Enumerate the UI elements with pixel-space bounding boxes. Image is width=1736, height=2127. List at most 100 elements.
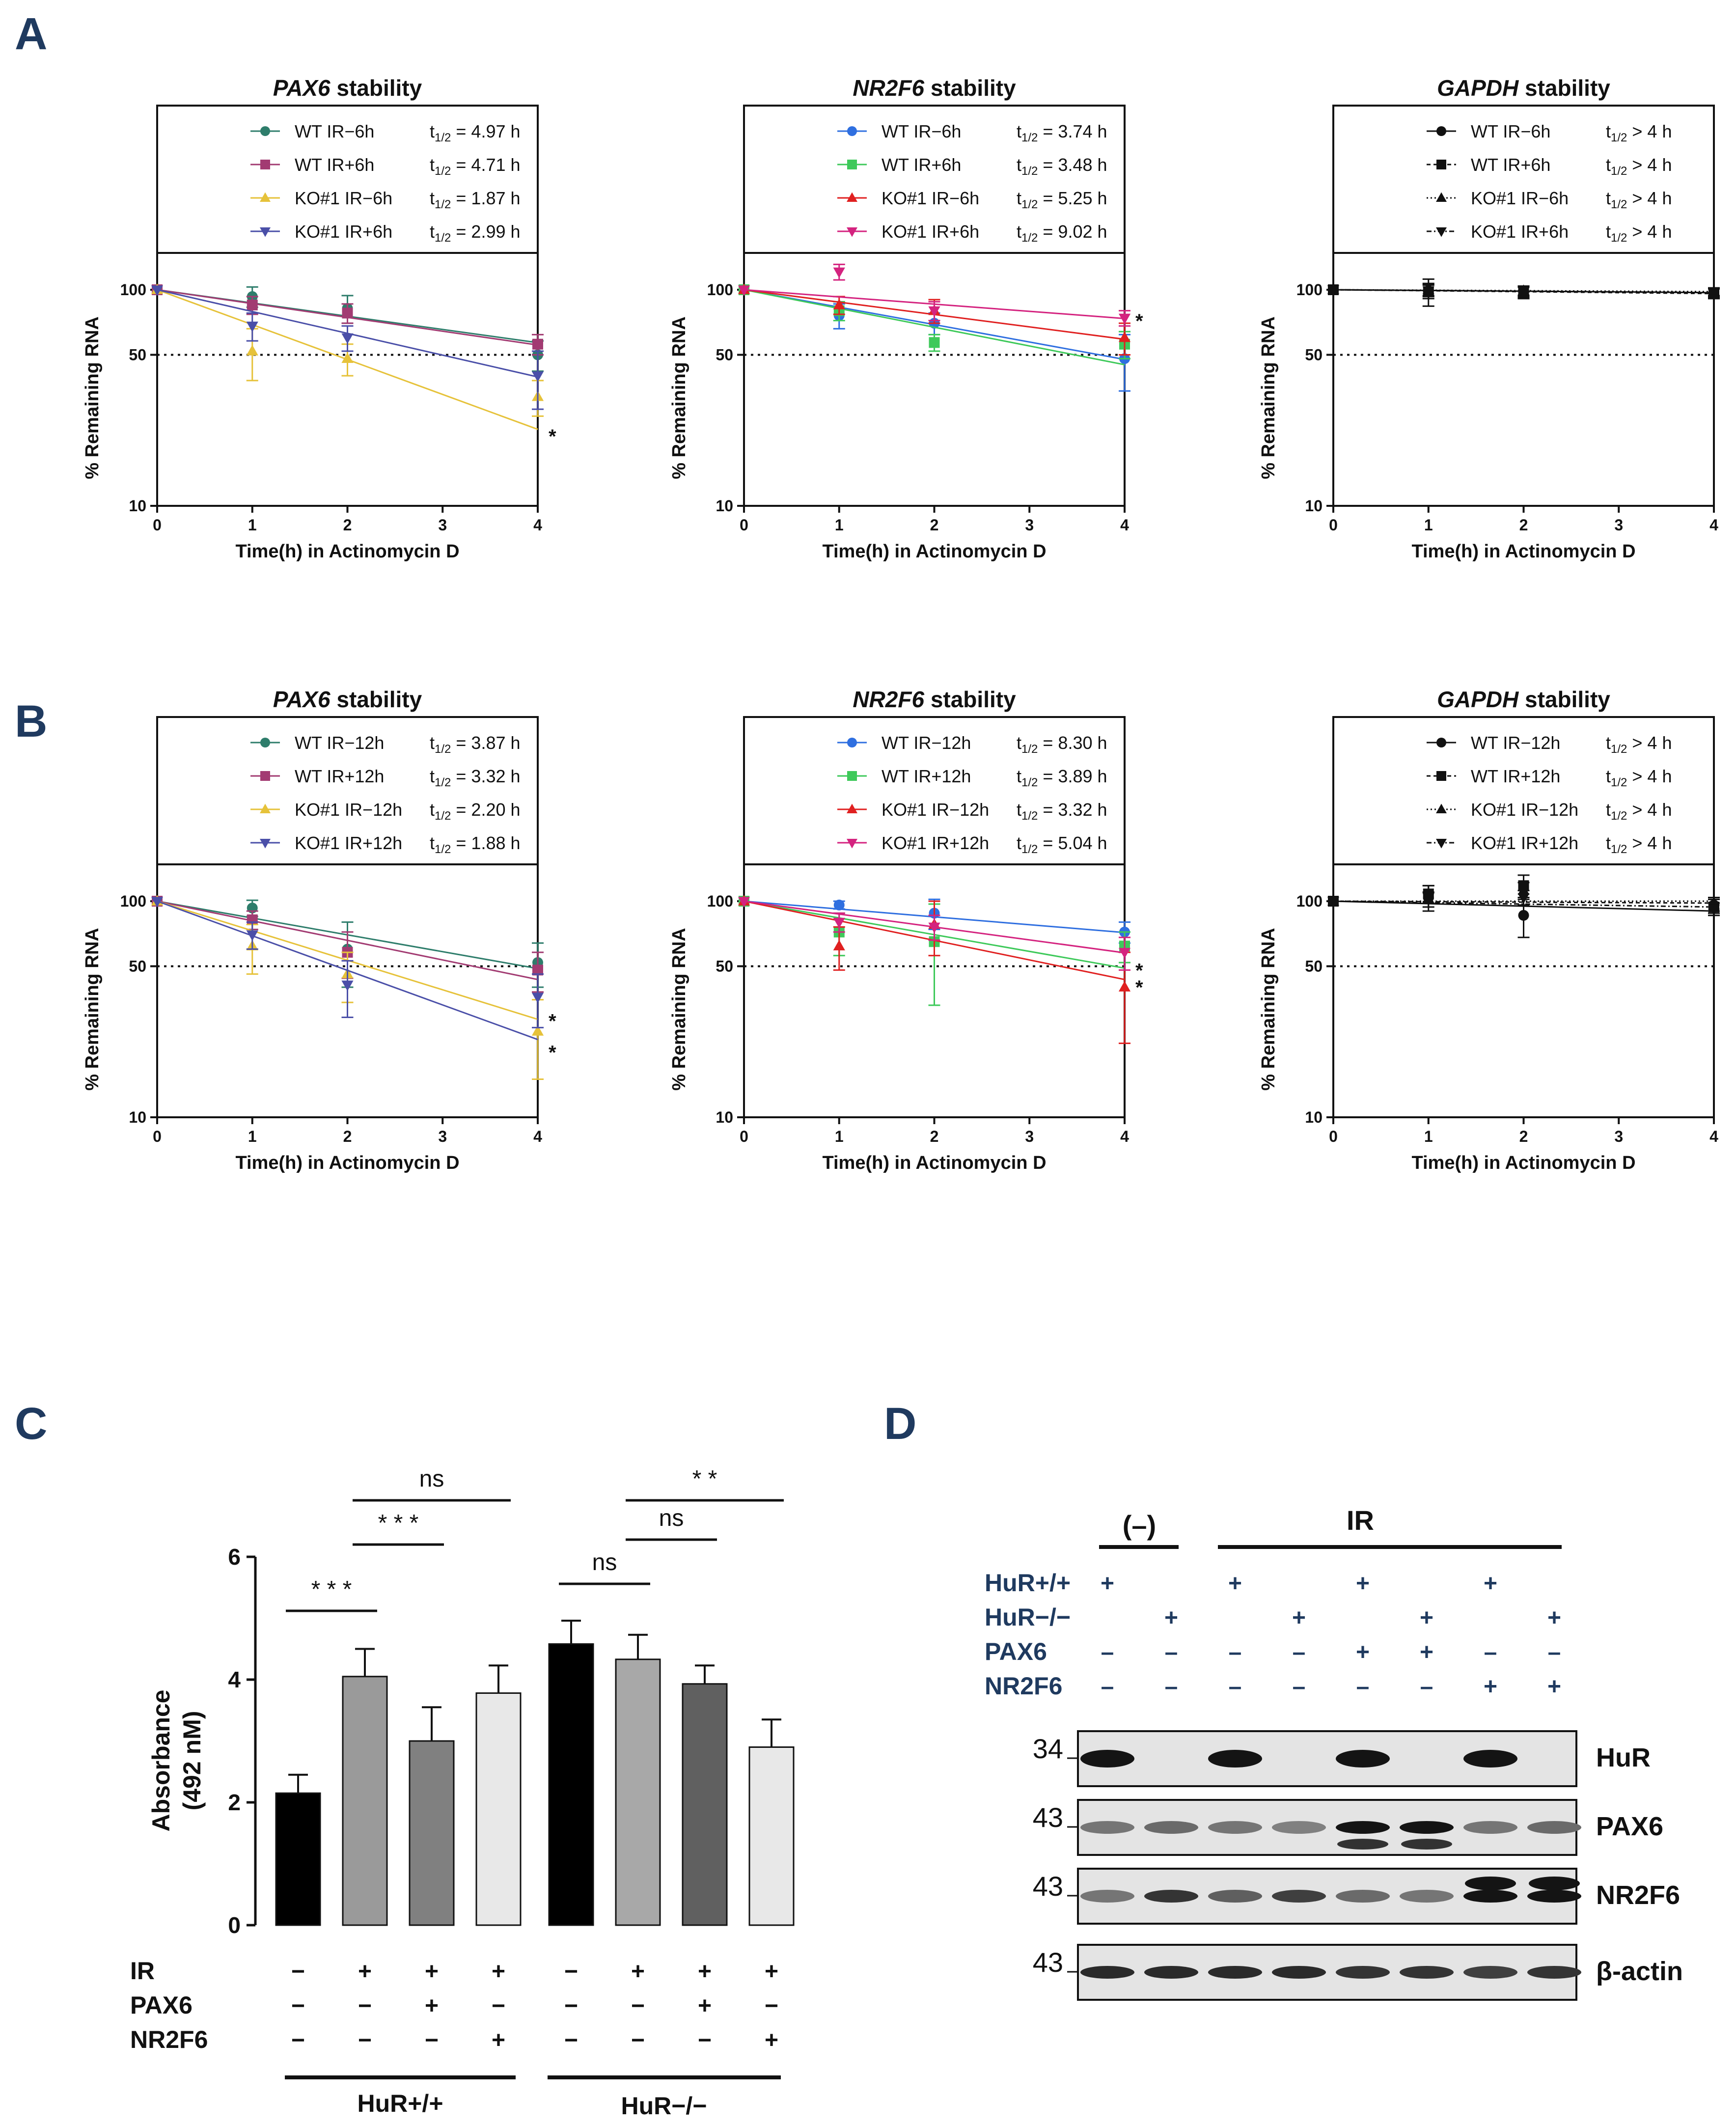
half-life-t: t [430,833,435,853]
x-tick-label: 0 [153,516,162,534]
half-life-sub: 1/2 [1021,776,1038,789]
half-life-label: t1/2 > 4 h [1606,733,1672,756]
blot-strip-4: 43 β-actin [1033,1944,1683,2001]
legend-label: KO#1 IR+12h [295,833,402,853]
half-life-value: = 3.32 h [451,766,520,786]
legend-label: KO#1 IR−6h [1471,188,1569,208]
half-life-label: t1/2 > 4 h [1606,121,1672,144]
half-life-value: = 1.87 h [451,188,520,208]
half-life-sub: 1/2 [1611,198,1627,211]
blot-sign: – [1293,1639,1306,1665]
legend-marker [1436,160,1446,169]
half-life-sub: 1/2 [1611,231,1627,245]
chart-title-gene: GAPDH [1437,687,1519,712]
fit-line [1333,900,1714,908]
half-life-t: t [1606,155,1611,175]
condition-sign: + [425,1993,439,2019]
y-tick-label: 100 [1296,892,1323,910]
y-tick-label: 0 [228,1912,241,1938]
bar [475,1692,522,1926]
data-point [738,285,750,296]
kda-label: 34 [1033,1733,1063,1764]
half-life-value: = 1.88 h [451,833,520,853]
legend-label: KO#1 IR+6h [1471,221,1569,242]
half-life-t: t [430,766,435,786]
band [1401,1839,1452,1850]
legend-marker [1436,771,1446,781]
legend-label: KO#1 IR+6h [882,221,979,242]
condition-label: PAX6 [130,1991,193,2019]
legend-label: WT IR−6h [1471,121,1550,141]
data-point [246,345,258,356]
half-life-sub: 1/2 [435,809,451,823]
x-tick-label: 1 [248,1128,257,1145]
condition-sign: + [492,2027,505,2053]
condition-sign: − [631,1993,645,2019]
x-tick-label: 4 [533,1128,542,1145]
legend-marker [260,126,270,136]
half-life-t: t [1017,733,1021,753]
comparison-label: ns [659,1505,684,1531]
band [1080,1966,1134,1979]
condition-sign: + [698,1959,712,1985]
western-blot: (–) IR HuR+/+ + + + + HuR−/− + + + + PAX6 – – – – + + – – NR2… [985,1505,1683,2001]
legend-label: WT IR−12h [295,733,384,753]
header-negative: (–) [1123,1510,1156,1541]
chart-title: GAPDH stability [1437,687,1610,712]
band [1465,1877,1516,1890]
band [1080,1821,1134,1834]
x-tick-label: 2 [343,1128,352,1145]
half-life-value: = 4.97 h [451,121,520,141]
half-life-label: t1/2 = 4.71 h [430,155,521,178]
blot-strip-3: 43 NR2F6 [1033,1868,1680,1925]
legend-label: KO#1 IR−6h [295,188,392,208]
half-life-sub: 1/2 [435,131,451,144]
data-point [1422,286,1434,297]
protein-label: NR2F6 [1596,1880,1680,1910]
band [1463,1890,1517,1903]
half-life-t: t [1606,221,1611,242]
band [1463,1821,1517,1834]
x-tick-label: 4 [1709,1128,1718,1145]
legend-label: WT IR+6h [882,155,961,175]
x-tick-label: 0 [153,1128,162,1145]
band [1336,1890,1390,1903]
half-life-t: t [1606,121,1611,141]
data-point [833,267,845,278]
half-life-label: t1/2 = 3.32 h [430,766,521,789]
y-tick-label: 10 [716,497,733,515]
half-life-value: = 2.20 h [451,800,520,820]
half-life-sub: 1/2 [1611,776,1627,789]
legend-marker [260,839,271,849]
band [1208,1890,1262,1903]
half-life-value: = 9.02 h [1038,221,1107,242]
x-tick-label: 3 [1025,1128,1034,1145]
legend-marker [847,192,857,202]
half-life-label: t1/2 = 3.74 h [1017,121,1107,144]
chart-title-suffix: stability [331,687,422,712]
bar [682,1683,728,1926]
condition-sign: − [564,2027,578,2053]
legend-marker [260,192,271,202]
blot-sign: + [1420,1639,1433,1665]
bar [342,1676,388,1926]
legend-label: WT IR+12h [882,766,971,786]
band [1144,1966,1198,1979]
condition-label: IR [130,1957,155,1985]
blot-sign: + [1164,1605,1178,1631]
x-axis-label: Time(h) in Actinomycin D [1411,1153,1635,1173]
data-point [929,337,940,348]
half-life-t: t [430,221,435,242]
legend-label: WT IR+12h [295,766,384,786]
half-life-label: t1/2 = 3.32 h [1017,800,1107,823]
half-life-value: = 3.87 h [451,733,520,753]
condition-sign: − [358,2027,372,2053]
band [1336,1966,1390,1979]
half-life-label: t1/2 = 1.88 h [430,833,521,856]
half-life-value: = 3.32 h [1038,800,1107,820]
data-point [532,338,543,350]
legend-marker [1436,126,1446,136]
blot-sign: – [1484,1639,1497,1665]
data-point [833,299,845,309]
